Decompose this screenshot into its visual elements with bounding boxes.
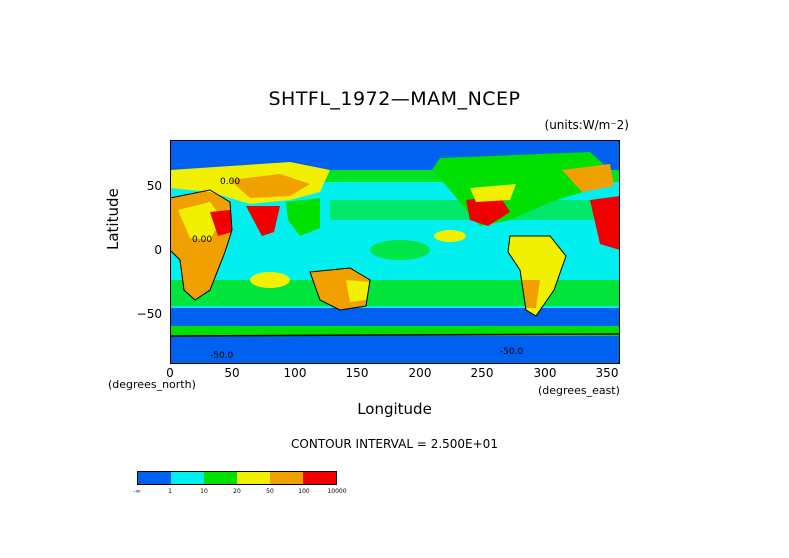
x-tick: 250 bbox=[470, 366, 494, 380]
colorbar-label: 1 bbox=[168, 488, 172, 495]
region-pacific-yellow bbox=[434, 230, 466, 242]
x-tick: 0 bbox=[166, 366, 174, 380]
map-title: SHTFL_1972—MAM_NCEP bbox=[268, 88, 521, 110]
land-east-australia bbox=[346, 280, 370, 302]
colorbar-label: -∞ bbox=[133, 488, 141, 495]
x-tick: 300 bbox=[533, 366, 557, 380]
land-south-america bbox=[508, 236, 566, 316]
x-tick: 350 bbox=[595, 366, 619, 380]
land-central-asia bbox=[230, 174, 310, 198]
x-units-label: (degrees_east) bbox=[538, 384, 620, 397]
contour-interval-text: CONTOUR INTERVAL = 2.500E+01 bbox=[291, 437, 498, 451]
colorbar-label: 20 bbox=[233, 488, 241, 495]
units-label: (units:W/m⁻2) bbox=[544, 118, 629, 132]
x-axis-label: Longitude bbox=[357, 400, 432, 418]
contour-label: -50.0 bbox=[500, 347, 524, 357]
colorbar-label: 10 bbox=[200, 488, 208, 495]
colorbar-label: 50 bbox=[266, 488, 274, 495]
land-north-atlantic bbox=[562, 164, 614, 192]
region-south-ocean bbox=[170, 308, 620, 326]
land-arabia bbox=[210, 210, 232, 236]
contour-africa bbox=[170, 189, 233, 301]
y-axis-label: Latitude bbox=[104, 188, 122, 250]
x-tick: 200 bbox=[408, 366, 432, 380]
colorbar-label: 10000 bbox=[327, 488, 347, 495]
region-antarctica bbox=[170, 336, 620, 364]
land-india bbox=[246, 206, 280, 236]
land-us-west bbox=[470, 184, 516, 202]
colorbar-cell bbox=[138, 472, 171, 484]
colorbar-cell bbox=[204, 472, 237, 484]
colorbar bbox=[137, 471, 337, 485]
map-plot-area: 0.00 0.00 -50.0 -50.0 bbox=[170, 140, 620, 364]
colorbar-cell bbox=[303, 472, 336, 484]
contour-south-america bbox=[507, 235, 567, 317]
contour-label: -50.0 bbox=[210, 351, 234, 361]
y-tick: 50 bbox=[146, 179, 162, 193]
x-tick: 100 bbox=[283, 366, 307, 380]
contour-label: 0.00 bbox=[220, 177, 240, 187]
region-antarctic-edge bbox=[170, 326, 620, 336]
land-patagonia bbox=[522, 280, 540, 308]
land-se-asia bbox=[286, 198, 320, 236]
land-east-edge bbox=[590, 196, 620, 250]
x-tick: 150 bbox=[345, 366, 369, 380]
contour-antarctica bbox=[170, 333, 620, 337]
region-pacific-blob bbox=[370, 240, 430, 260]
colorbar-cell bbox=[270, 472, 303, 484]
map-svg: 0.00 0.00 -50.0 -50.0 bbox=[170, 140, 620, 364]
land-sahara bbox=[178, 202, 222, 240]
contour-australia bbox=[309, 267, 371, 311]
y-units-label: (degrees_north) bbox=[108, 378, 196, 391]
map-frame bbox=[170, 140, 620, 364]
land-mexico-sw bbox=[466, 196, 510, 226]
y-tick: −50 bbox=[136, 307, 162, 321]
x-tick: 50 bbox=[224, 366, 240, 380]
y-tick: 0 bbox=[154, 243, 162, 257]
colorbar-cell bbox=[171, 472, 204, 484]
contour-label: 0.00 bbox=[192, 235, 212, 245]
colorbar-label: 100 bbox=[298, 488, 310, 495]
region-indian-blob bbox=[250, 272, 290, 288]
colorbar-cell bbox=[237, 472, 270, 484]
